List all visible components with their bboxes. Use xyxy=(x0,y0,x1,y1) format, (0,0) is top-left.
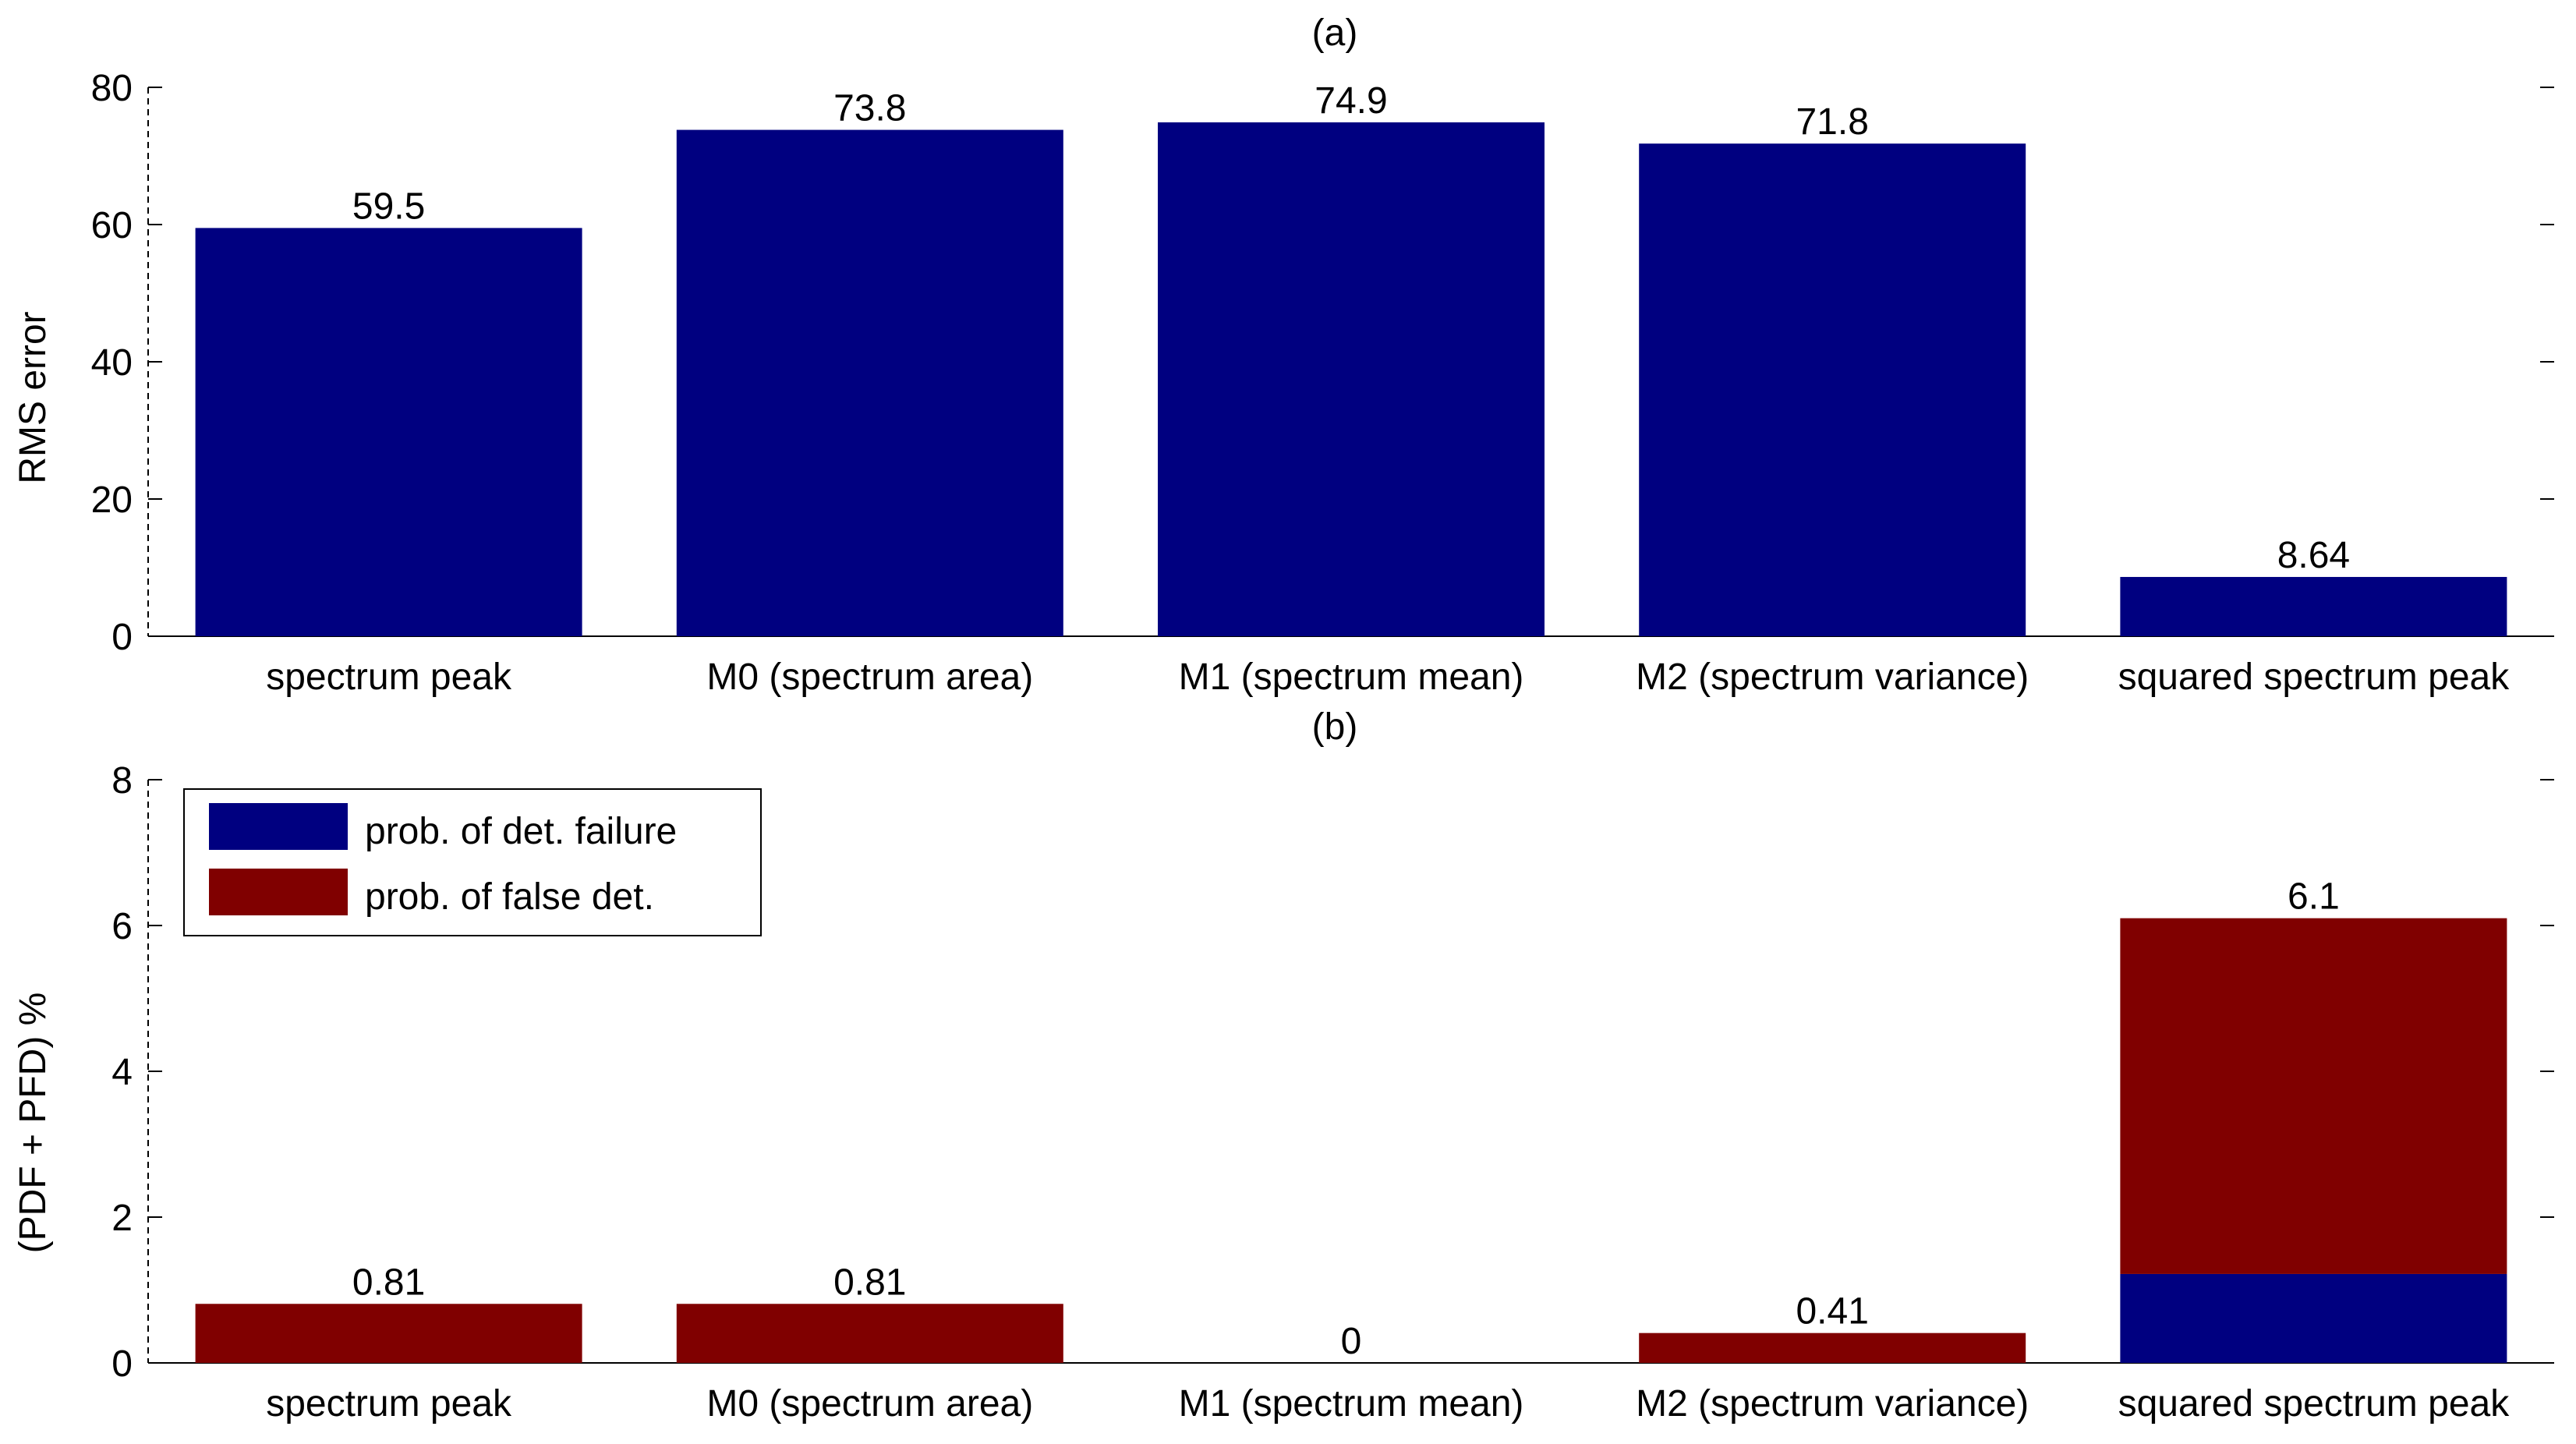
panel-b-legend: prob. of det. failure prob. of false det… xyxy=(183,788,762,936)
data-label-m1-spectrum-mean: 0 xyxy=(1341,1321,1362,1362)
data-label-squared-spectrum-peak: 6.1 xyxy=(2288,876,2340,918)
legend-label-false-det: prob. of false det. xyxy=(365,876,654,918)
panel-a-title: (a) xyxy=(1312,12,1358,54)
bar-squared-spectrum-peak-prob-of-false-det xyxy=(2120,918,2507,1274)
bar-spectrum-peak-prob-of-false-det xyxy=(195,1304,582,1363)
data-label-m1-spectrum-mean: 74.9 xyxy=(1315,80,1387,122)
category-label-m0-spectrum-area: M0 (spectrum area) xyxy=(706,1383,1033,1425)
y-tick-label: 0 xyxy=(111,1343,133,1385)
panel-b-bars xyxy=(195,918,2507,1363)
bar-m0-spectrum-area xyxy=(676,129,1063,636)
bar-m2-spectrum-variance-prob-of-false-det xyxy=(1639,1333,2026,1363)
y-tick-label: 20 xyxy=(91,480,133,521)
bar-squared-spectrum-peak-prob-of-det-failure xyxy=(2120,1273,2507,1363)
panel-a-y-axis-label: RMS error xyxy=(12,311,54,483)
panel-b-y-axis-label: (PDF + PFD) % xyxy=(12,993,54,1254)
panel-a-data-labels: 59.5 73.8 74.9 71.8 8.64 xyxy=(352,80,2350,576)
legend-swatch-det-failure xyxy=(209,803,348,850)
data-label-m0-spectrum-area: 0.81 xyxy=(833,1262,906,1303)
panel-a-rms-error: (a) RMS error 0 20 40 60 80 59.5 73.8 74.9 71.8… xyxy=(12,12,2554,698)
category-label-m1-spectrum-mean: M1 (spectrum mean) xyxy=(1179,657,1524,698)
y-tick-label: 0 xyxy=(111,617,133,658)
panel-b-pdf-pfd: (b) (PDF + PFD) % 0 2 4 6 8 0.81 0.81 0 0.41 6.1… xyxy=(12,706,2554,1425)
panel-a-y-ticks: 0 20 40 60 80 xyxy=(91,68,2554,658)
category-label-squared-spectrum-peak: squared spectrum peak xyxy=(2118,657,2511,698)
panel-a-category-labels: spectrum peak M0 (spectrum area) M1 (spect… xyxy=(266,657,2510,698)
y-tick-label: 6 xyxy=(111,906,133,947)
bar-m1-spectrum-mean xyxy=(1158,122,1545,636)
data-label-spectrum-peak: 59.5 xyxy=(352,186,425,227)
panel-b-data-labels: 0.81 0.81 0 0.41 6.1 xyxy=(352,876,2340,1362)
category-label-spectrum-peak: spectrum peak xyxy=(266,1383,512,1425)
bar-m2-spectrum-variance xyxy=(1639,143,2026,636)
data-label-spectrum-peak: 0.81 xyxy=(352,1262,425,1303)
category-label-m1-spectrum-mean: M1 (spectrum mean) xyxy=(1179,1383,1524,1425)
data-label-squared-spectrum-peak: 8.64 xyxy=(2277,535,2350,576)
panel-a-bars xyxy=(195,122,2507,636)
y-tick-label: 80 xyxy=(91,68,133,109)
bar-squared-spectrum-peak xyxy=(2120,576,2507,636)
y-tick-label: 2 xyxy=(111,1198,133,1239)
panel-b-category-labels: spectrum peak M0 (spectrum area) M1 (spect… xyxy=(266,1383,2510,1425)
y-tick-label: 60 xyxy=(91,205,133,246)
category-label-m0-spectrum-area: M0 (spectrum area) xyxy=(706,657,1033,698)
data-label-m2-spectrum-variance: 0.41 xyxy=(1796,1291,1868,1333)
category-label-spectrum-peak: spectrum peak xyxy=(266,657,512,698)
y-tick-label: 4 xyxy=(111,1052,133,1093)
bar-m0-spectrum-area-prob-of-false-det xyxy=(676,1304,1063,1363)
data-label-m2-spectrum-variance: 71.8 xyxy=(1796,101,1868,143)
category-label-m2-spectrum-variance: M2 (spectrum variance) xyxy=(1636,1383,2029,1425)
bar-spectrum-peak xyxy=(195,228,582,636)
legend-swatch-false-det xyxy=(209,869,348,915)
y-tick-label: 8 xyxy=(111,760,133,802)
category-label-squared-spectrum-peak: squared spectrum peak xyxy=(2118,1383,2511,1425)
legend-label-det-failure: prob. of det. failure xyxy=(365,811,677,852)
y-tick-label: 40 xyxy=(91,342,133,384)
panel-b-title: (b) xyxy=(1312,706,1358,748)
data-label-m0-spectrum-area: 73.8 xyxy=(833,88,906,129)
category-label-m2-spectrum-variance: M2 (spectrum variance) xyxy=(1636,657,2029,698)
panel-b-y-ticks: 0 2 4 6 8 xyxy=(111,760,2554,1385)
